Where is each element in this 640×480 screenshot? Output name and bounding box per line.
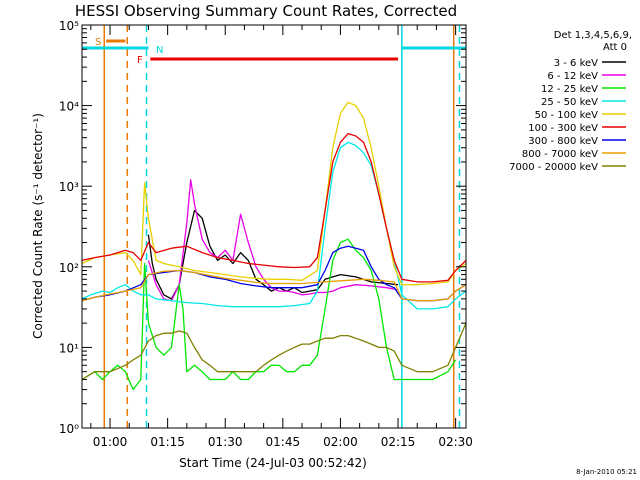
legend-entry-label: 100 - 300 keV (528, 123, 598, 134)
y-tick-label: 10¹ (59, 341, 79, 355)
flag-label: S (95, 37, 101, 48)
legend-entry-label: 12 - 25 keV (541, 84, 598, 95)
legend-entry-label: 50 - 100 keV (535, 110, 599, 121)
y-tick-label: 10⁰ (59, 422, 79, 436)
legend-title-detectors: Det 1,3,4,5,6,9, (554, 30, 632, 41)
series-line (81, 132, 467, 283)
plot-frame (81, 24, 467, 429)
x-tick-label: 01:15 (150, 435, 185, 449)
plot-layer: S N F (81, 25, 467, 428)
legend-entry-label: 25 - 50 keV (541, 97, 598, 108)
legend: 3 - 6 keV 6 - 12 keV 12 - 25 keV 25 - 50 ke… (509, 58, 626, 173)
chart-title: HESSI Observing Summary Count Rates, Cor… (75, 2, 457, 20)
x-tick-label: 02:30 (438, 435, 473, 449)
series-line (81, 101, 467, 286)
legend-entry-label: 800 - 7000 keV (522, 149, 598, 160)
legend-entry-label: 3 - 6 keV (554, 58, 598, 69)
series-line (81, 269, 467, 302)
x-tick-label: 01:30 (208, 435, 243, 449)
x-axis-ticks: 01:00 01:15 01:30 01:45 02:00 02:15 02:30 (90, 25, 473, 449)
footer-timestamp: 8-Jan-2010 05:21 (576, 468, 637, 476)
x-axis-label: Start Time (24-Jul-03 00:52:42) (179, 456, 367, 470)
flag-label: F (137, 55, 143, 66)
y-tick-label: 10⁴ (59, 100, 79, 114)
legend-entry-label: 300 - 800 keV (528, 136, 598, 147)
x-tick-label: 02:00 (323, 435, 358, 449)
legend-entry-label: 6 - 12 keV (547, 71, 598, 82)
flag-label: N (156, 45, 163, 56)
series-line (81, 322, 467, 381)
y-axis-ticks: 10⁰ 10¹ 10² 10³ 10⁴ 10⁵ (59, 19, 466, 436)
x-tick-label: 01:45 (266, 435, 301, 449)
series-line (147, 179, 399, 302)
y-axis-label: Corrected Count Rate (s⁻¹ detector⁻¹) (31, 113, 45, 339)
x-tick-label: 02:15 (381, 435, 416, 449)
y-tick-label: 10³ (59, 180, 79, 194)
y-tick-label: 10⁵ (59, 19, 79, 33)
x-tick-label: 01:00 (93, 435, 128, 449)
legend-entry-label: 7000 - 20000 keV (509, 162, 598, 173)
y-tick-label: 10² (59, 261, 79, 275)
legend-title-attenuator: Att 0 (603, 42, 627, 53)
